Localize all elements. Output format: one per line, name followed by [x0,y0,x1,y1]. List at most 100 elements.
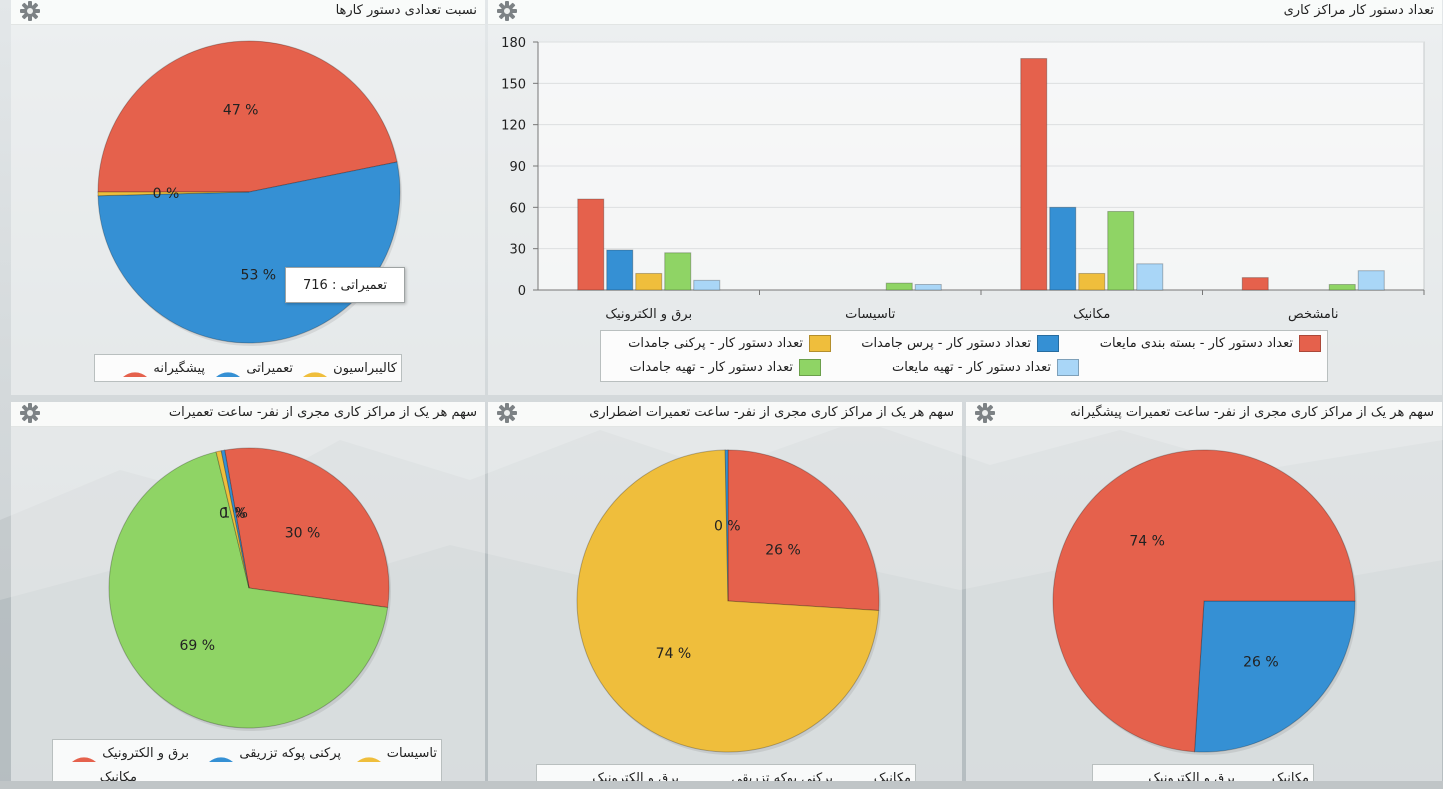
panel-header: سهم هر یک از مراکز کاری مجری از نفر- ساع… [488,402,962,427]
pie-slice [727,449,880,612]
y-tick-label: 0 [518,284,526,299]
panel-work-order-ratio: نسبت تعدادی دستور کارها 47 % 53 % 0 % کالی… [11,0,485,395]
bar [577,198,605,291]
legend-swatch-blue [1037,335,1059,352]
legend-item[interactable]: پرکنی پوکه تزریقی [701,769,833,782]
legend-item[interactable]: تعداد دستور کار - تهیه جامدات [629,359,821,376]
legend-label: برق و الکترونیک [102,745,189,761]
bar [1241,277,1269,291]
panel-header: تعداد دستور کار مراکز کاری [488,0,1442,25]
pie-chart: 26 % 74 % [1052,449,1357,755]
pie-chart: 47 % 53 % 0 % [97,40,402,346]
bar [693,279,721,291]
gear-icon[interactable] [496,402,518,424]
panel-title: سهم هر یک از مراکز کاری مجری از نفر- ساع… [589,405,954,420]
gear-icon[interactable] [19,402,41,424]
panel-title: سهم هر یک از مراکز کاری مجری از نفر- ساع… [1070,405,1434,420]
panel-preventive-share: سهم هر یک از مراکز کاری مجری از نفر- ساع… [966,402,1442,781]
y-tick-label: 30 [509,243,526,258]
panel-repairs-share: سهم هر یک از مراکز کاری مجری از نفر- ساع… [11,402,485,781]
legend-item[interactable]: تاسیسات [356,744,437,762]
pie-slice [220,449,250,589]
bar [914,283,942,291]
legend-label: تاسیسات [386,745,437,761]
legend-item[interactable]: تعداد دستور کار - تهیه مایعات [892,359,1079,376]
pie-slice-icon [844,769,868,781]
gear-icon[interactable] [19,0,41,22]
legend-item[interactable]: پیشگیرانه [123,359,205,377]
pie-slice [576,449,880,753]
legend-swatch-green [799,359,821,376]
gear-icon[interactable] [496,0,518,22]
panel-work-orders-bar: تعداد دستور کار مراکز کاری 0 30 60 90 120 150… [488,0,1442,395]
legend-item[interactable]: برق و الکترونیک [72,744,189,762]
pie-slice-icon [72,757,97,762]
pie-legend: مکانیک برق و الکترونیک [1092,764,1314,781]
pie-slice [215,450,250,589]
legend-item[interactable]: مکانیک [844,769,911,782]
legend-label: مکانیک [873,770,911,782]
slice-label: 30 % [285,526,321,542]
panel-header: سهم هر یک از مراکز کاری مجری از نفر- ساع… [11,402,485,427]
slice-label: 74 % [1129,533,1165,549]
legend-item[interactable]: تعداد دستور کار - پرس جامدات [861,335,1059,352]
legend-item[interactable]: مکانیک [1242,769,1309,782]
pie-slice-icon [1118,769,1142,781]
pie-slice-icon [356,757,381,762]
bar [1078,272,1106,291]
pie-slice-icon [562,769,586,781]
gear-icon[interactable] [974,402,996,424]
bar-legend: تعداد دستور کار - بسته بندی مایعات تعداد… [600,330,1328,382]
x-tick-label: برق و الکترونیک [605,307,692,322]
legend-item[interactable]: برق و الکترونیک [1118,769,1235,782]
y-tick-label: 180 [501,36,526,51]
slice-label: 1 % [221,505,248,521]
x-tick-label: تاسیسات [845,307,896,322]
legend-label: پرکنی پوکه تزریقی [239,745,341,761]
pie-slice [97,191,250,197]
pie-slice [97,40,398,193]
y-tick-label: 120 [501,119,526,134]
legend-item[interactable]: برق و الکترونیک [562,769,679,782]
legend-item[interactable]: مکانیک [70,768,137,782]
panel-header: نسبت تعدادی دستور کارها [11,0,485,25]
pie-slice-icon [123,372,148,377]
pie-legend: کالیبراسیون تعمیراتی پیشگیرانه [94,354,402,382]
pie-slice [108,451,389,729]
slice-label: 53 % [241,268,277,284]
slice-label: 0 % [219,506,246,522]
legend-label: مکانیک [99,769,137,782]
legend-swatch-lightblue [1057,359,1079,376]
pie-slice-icon [209,757,234,762]
pie-legend: تاسیسات پرکنی پوکه تزریقی برق و الکترونی… [52,739,442,781]
bar [1107,210,1135,291]
slice-label: 47 % [223,102,259,118]
legend-swatch-yellow [809,335,831,352]
pie-slice-icon [701,769,725,781]
slice-label: 0 % [714,519,741,535]
legend-item[interactable]: تعمیراتی [216,359,293,377]
pie-legend: مکانیک پرکنی پوکه تزریقی برق و الکترونیک [536,764,916,781]
bar [1049,206,1077,291]
bar [1020,58,1048,291]
legend-item[interactable]: پرکنی پوکه تزریقی [209,744,341,762]
panel-emergency-share: سهم هر یک از مراکز کاری مجری از نفر- ساع… [488,402,962,781]
legend-label: پیشگیرانه [153,360,205,376]
window-bottom-border [0,781,1443,789]
pie-chart: 26 % 74 % 0 % [576,449,881,755]
pie-slice-icon [303,372,328,377]
bar [1357,270,1385,291]
legend-item[interactable]: کالیبراسیون [303,359,397,377]
legend-item[interactable]: تعداد دستور کار - پرکنی جامدات [628,335,831,352]
legend-label: تعداد دستور کار - تهیه مایعات [891,360,1051,375]
slice-label: 74 % [656,646,692,662]
chart-tooltip: تعمیراتی : 716 [285,267,405,303]
pie-slice [724,449,729,602]
x-tick-label: مکانیک [1073,307,1110,322]
x-tick-label: نامشخص [1288,307,1338,322]
slice-label: 26 % [1243,655,1279,671]
legend-item[interactable]: تعداد دستور کار - بسته بندی مایعات [1100,335,1321,352]
legend-label: مکانیک [1271,770,1309,782]
pie-slice [1193,600,1356,753]
pie-slice [224,447,390,609]
